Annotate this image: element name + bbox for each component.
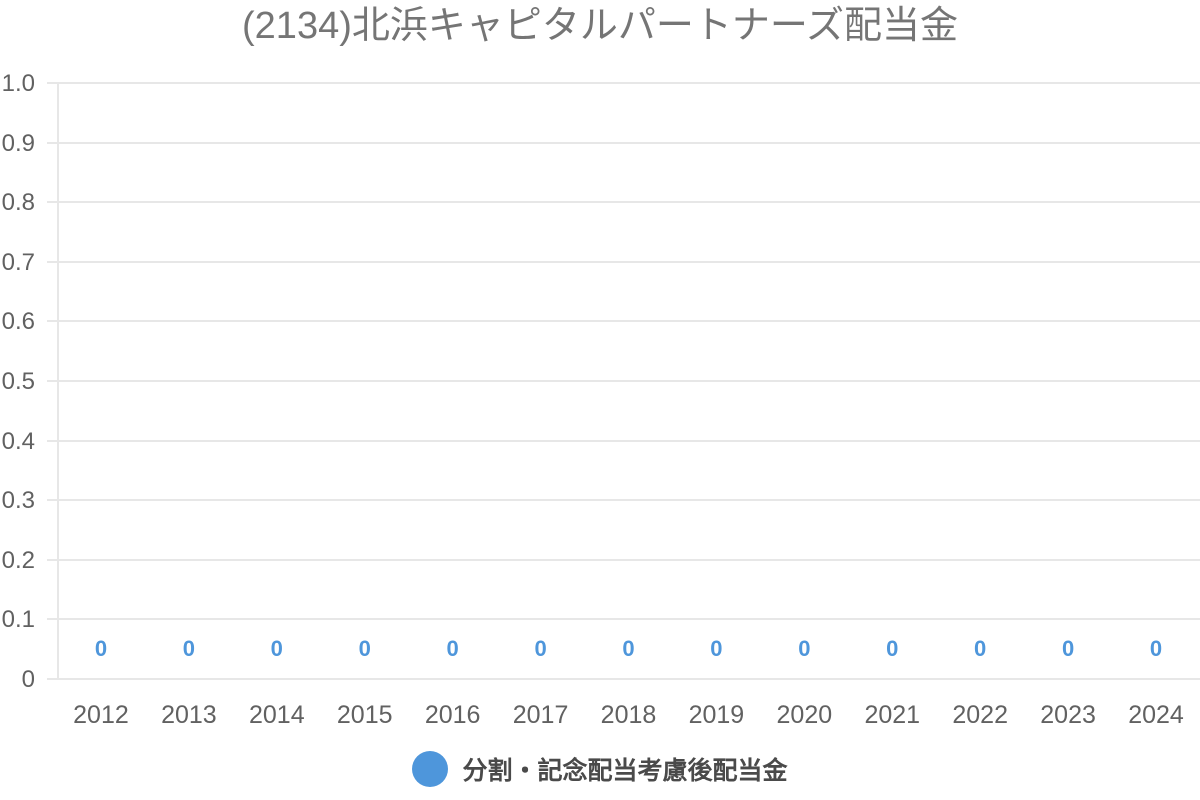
gridline: 1.0 — [2, 70, 1200, 97]
x-axis-labels: 2012 2013 2014 2015 2016 2017 2018 2019 … — [57, 701, 1200, 730]
x-tick-label: 2012 — [73, 701, 129, 729]
category-column: 0 — [585, 82, 673, 678]
x-tick-label: 2014 — [248, 701, 305, 729]
y-tick-label: 0.8 — [1, 189, 35, 217]
x-tick-label: 2018 — [600, 701, 657, 729]
data-label: 0 — [358, 636, 371, 661]
y-axis-line — [57, 82, 59, 678]
x-tick-label: 2022 — [952, 701, 1008, 729]
data-label: 0 — [534, 636, 547, 661]
gridline: 0.8 — [2, 189, 1200, 216]
data-label: 0 — [622, 636, 635, 661]
x-tick-label: 2024 — [1128, 701, 1184, 729]
category-column: 0 — [497, 82, 585, 678]
legend-label: 分割・記念配当考慮後配当金 — [462, 757, 788, 785]
data-label: 0 — [446, 636, 459, 661]
x-tick-label: 2019 — [688, 701, 745, 729]
category-column: 0 — [760, 82, 848, 678]
category-column: 0 — [409, 82, 497, 678]
gridline: 0.7 — [2, 249, 1200, 276]
x-tick-label: 2013 — [161, 701, 217, 729]
x-tick-label: 2020 — [776, 701, 833, 729]
category-column: 0 — [233, 82, 321, 678]
y-tick-label: 1.0 — [1, 70, 35, 97]
gridline: 0.1 — [2, 606, 1200, 633]
x-tick-label: 2016 — [424, 701, 481, 729]
plot-area: 1.0 0.9 0.8 0.7 0.6 0.5 0.4 0.3 0.2 0.1 … — [2, 70, 1200, 693]
x-axis-line: 0 — [22, 666, 1200, 693]
gridline: 0.5 — [2, 368, 1200, 395]
chart-title: (2134)北浜キャピタルパートナーズ配当金 — [242, 5, 958, 47]
y-tick-label: 0.3 — [1, 487, 35, 515]
gridline: 0.2 — [2, 547, 1200, 574]
y-tick-label: 0.9 — [1, 129, 35, 157]
x-tick-label: 2021 — [864, 701, 921, 729]
data-label: 0 — [798, 636, 811, 661]
x-tick-label: 2023 — [1040, 701, 1096, 729]
y-tick-label: 0.2 — [1, 546, 35, 574]
data-label: 0 — [94, 636, 108, 661]
data-label: 0 — [886, 636, 899, 661]
data-label: 0 — [270, 636, 283, 661]
y-tick-label: 0.1 — [1, 606, 35, 634]
x-tick-label: 2017 — [512, 701, 569, 729]
category-column: 0 — [145, 82, 233, 678]
legend-marker-circle-icon — [412, 751, 449, 787]
gridline: 0.4 — [2, 428, 1200, 455]
y-tick-label: 0.7 — [1, 248, 35, 276]
gridline: 0.9 — [2, 130, 1200, 157]
data-label: 0 — [710, 636, 723, 661]
category-column: 0 — [1024, 82, 1112, 678]
y-tick-label: 0 — [21, 666, 35, 693]
gridline: 0.6 — [2, 308, 1200, 335]
data-label: 0 — [974, 636, 987, 661]
category-column: 0 — [321, 82, 409, 678]
category-column: 0 — [1112, 82, 1200, 678]
gridline: 0.3 — [2, 487, 1200, 514]
category-column: 0 — [936, 82, 1024, 678]
y-tick-label: 0.6 — [1, 308, 35, 336]
data-label: 0 — [1149, 636, 1163, 661]
y-tick-label: 0.5 — [1, 368, 35, 395]
category-column: 0 — [672, 82, 760, 678]
data-label: 0 — [1061, 636, 1075, 661]
y-tick-label: 0.4 — [1, 427, 35, 455]
category-column: 0 — [57, 82, 145, 678]
data-label: 0 — [182, 636, 195, 661]
category-column: 0 — [848, 82, 936, 678]
x-tick-label: 2015 — [336, 701, 393, 729]
legend[interactable]: 分割・記念配当考慮後配当金 — [0, 748, 1200, 790]
